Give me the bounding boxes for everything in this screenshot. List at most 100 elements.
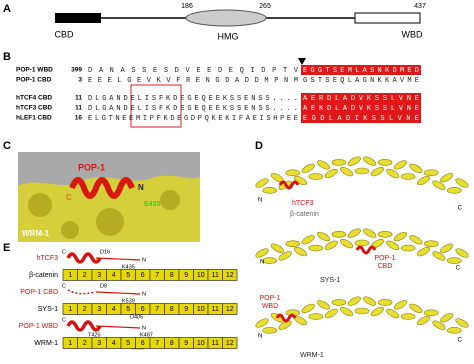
ribbon (331, 230, 347, 238)
ribbon (455, 178, 469, 188)
ribbon (440, 173, 454, 183)
residue-label: K487 (140, 332, 153, 338)
terminus-label: C (66, 193, 72, 202)
ribbon (416, 246, 431, 257)
repeat-number: 4 (112, 272, 116, 279)
repeat-number: 11 (212, 272, 219, 279)
repeat-number: 2 (83, 340, 87, 347)
domain-label: CBD (54, 29, 74, 39)
highlight (301, 65, 421, 75)
sequence: DLGANDELISFKDEGEQEEKSSENSS.... (88, 105, 298, 113)
partner-label: WBD (262, 303, 278, 310)
ribbon (347, 228, 361, 238)
ribbon (270, 243, 284, 253)
terminus-label: C (458, 206, 463, 212)
terminus-label: N (142, 291, 146, 297)
repeat-number: 5 (126, 340, 130, 347)
ribbon (293, 175, 308, 186)
repeat-box (222, 303, 238, 315)
panel-label: A (3, 3, 11, 15)
ligand-label: POP-1 WBD (19, 323, 58, 330)
ribbon (409, 303, 423, 314)
ribbon (340, 306, 354, 317)
repeat-number: 2 (83, 306, 87, 313)
residue-label: K539 (122, 298, 135, 304)
repeat-box (222, 269, 238, 281)
partner-label: POP-1 (259, 295, 280, 302)
repeat-number: 3 (97, 306, 101, 313)
helix (66, 252, 102, 264)
ribbon (363, 296, 377, 306)
residue-label: D16 (100, 249, 110, 255)
ribbon (377, 230, 393, 238)
ribbon (301, 163, 315, 174)
arrowhead (298, 58, 306, 65)
sequence-name: POP-1 WBD (16, 67, 53, 74)
strand (95, 257, 141, 261)
sequence: AERDLADVKSSLVNE (303, 95, 419, 103)
partner-label: POP-1 (374, 255, 395, 262)
ligand-label: POP-1 (78, 162, 105, 172)
repeat-number: 12 (226, 272, 234, 279)
ribbon (432, 180, 446, 190)
protein-label: SYS-1 (320, 277, 340, 284)
ribbon (354, 307, 370, 315)
ribbon (255, 248, 269, 258)
repeat-number: 4 (112, 306, 116, 313)
ribbon (354, 167, 370, 175)
repeat-number: 5 (126, 272, 130, 279)
ribbon (308, 173, 324, 180)
ribbon (409, 235, 423, 245)
surface-shading (28, 190, 180, 239)
ligand-label: POP-1 CBD (20, 289, 58, 296)
residue-label: D405 (130, 314, 143, 320)
repeat-number: 12 (226, 306, 234, 313)
ribbon (347, 156, 361, 166)
ribbon (308, 313, 324, 320)
ribbon (278, 251, 292, 261)
terminus-label: C (62, 249, 66, 255)
ribbon (455, 318, 469, 328)
ribbon (440, 243, 454, 253)
disordered-segment (67, 289, 96, 295)
sequence-start: 11 (75, 95, 82, 102)
ribbon (301, 235, 315, 245)
repeat-number: 1 (68, 340, 72, 347)
ribbon (377, 159, 393, 166)
sequence-name: hTCF3 CBD (16, 105, 52, 112)
ribbon (400, 173, 416, 180)
helix (66, 320, 102, 332)
sequence-start: 16 (75, 115, 83, 122)
sequence: DANASSESDVEEDEQIDPTV (88, 67, 299, 75)
panel-label: B (3, 51, 11, 63)
protein-label: β-catenin (29, 272, 58, 279)
ribbon (316, 300, 331, 310)
ribbon (308, 244, 324, 252)
hmg-domain (185, 9, 267, 27)
ribbon (386, 308, 400, 319)
repeat-number: 1 (68, 272, 72, 279)
repeat-number: 8 (170, 340, 174, 347)
residue-label: D8 (100, 283, 107, 289)
ribbon (409, 163, 423, 174)
repeat-number: 7 (155, 306, 159, 313)
repeat-number: 10 (197, 272, 205, 279)
domain-label: HMG (218, 31, 239, 41)
repeat-number: 11 (212, 306, 219, 313)
sequence-name: hLEF1 CBD (16, 115, 52, 122)
ribbon (423, 309, 439, 317)
sequence: AEKDLADVKSSLVNE (303, 105, 419, 113)
panel-label: D (255, 140, 263, 152)
ribbon (377, 299, 393, 306)
ribbon (278, 320, 292, 330)
highlight (301, 113, 421, 123)
protein-label: WRM-1 (300, 352, 324, 359)
protein-label: SYS-1 (38, 306, 58, 313)
sequence-name: hTCF4 CBD (16, 95, 52, 102)
ribbon (262, 327, 277, 334)
ribbon (400, 244, 416, 252)
sequence-name: POP-1 CBD (16, 77, 52, 84)
sequence: GSTSEQLAGNKKAVME (303, 77, 419, 85)
ribbon (285, 240, 301, 248)
